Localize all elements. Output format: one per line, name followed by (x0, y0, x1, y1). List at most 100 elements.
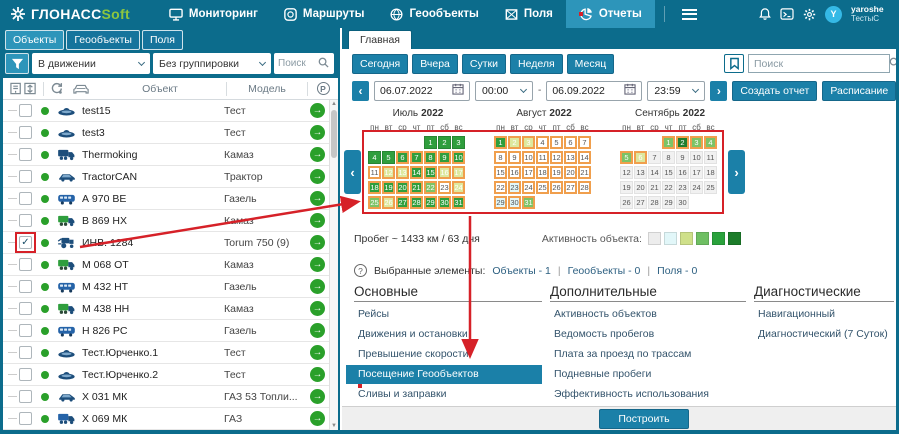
calendar-day[interactable]: 6 (634, 151, 647, 164)
calendar-day[interactable]: 7 (410, 151, 423, 164)
calendar-day[interactable]: 31 (452, 196, 465, 209)
time-from-select[interactable]: 00:00 (475, 80, 533, 101)
calendar-day[interactable]: 10 (690, 151, 703, 164)
vehicle-filter-icon[interactable] (68, 83, 94, 95)
calendar-day[interactable]: 19 (550, 166, 563, 179)
terminal-icon[interactable] (780, 8, 794, 20)
calendar-day[interactable]: 25 (704, 181, 717, 194)
calendar-day[interactable]: 14 (578, 151, 591, 164)
goto-object-button[interactable]: → (310, 257, 325, 272)
tab-main[interactable]: Главная (348, 30, 412, 49)
calendar-day[interactable]: 11 (704, 151, 717, 164)
calendar-day[interactable]: 12 (620, 166, 633, 179)
calendar-day[interactable]: 22 (494, 181, 507, 194)
objects-search[interactable] (274, 53, 334, 74)
object-row[interactable]: В 869 НХ Камаз → (3, 210, 338, 232)
object-checkbox[interactable] (19, 170, 32, 183)
reports-search-input[interactable] (754, 57, 889, 70)
calendar-day[interactable]: 1 (662, 136, 675, 149)
filter-icon[interactable] (5, 53, 29, 74)
calendar-day[interactable]: 9 (438, 151, 451, 164)
user-info[interactable]: yaroshe ТестыС (851, 5, 899, 23)
calendar-day[interactable]: 21 (648, 181, 661, 194)
calendar-day[interactable]: 2 (676, 136, 689, 149)
avatar[interactable]: Y (825, 5, 842, 23)
report-item[interactable]: Движения и остановки (358, 328, 468, 340)
calendar-day[interactable]: 1 (494, 136, 507, 149)
object-checkbox[interactable] (19, 258, 32, 271)
quick-range-button[interactable]: Сутки (461, 54, 507, 74)
time-to-select[interactable]: 23:59 (647, 80, 706, 101)
object-checkbox[interactable] (19, 346, 32, 359)
object-checkbox[interactable] (19, 214, 32, 227)
refresh-icon[interactable] (44, 82, 68, 95)
report-item[interactable]: Эффективность использования (554, 388, 709, 400)
build-button[interactable]: Построить (599, 408, 689, 429)
calendar-day[interactable]: 25 (368, 196, 381, 209)
calendar-day[interactable]: 29 (424, 196, 437, 209)
calendar-day[interactable]: 24 (522, 181, 535, 194)
quick-range-button[interactable]: Вчера (412, 54, 458, 74)
nav-reports[interactable]: Отчеты (565, 0, 655, 28)
scrollbar[interactable]: ▲ ▼ (329, 100, 338, 430)
columns-layout-icon[interactable] (3, 81, 43, 96)
calendar-day[interactable]: 19 (620, 181, 633, 194)
calendar-day[interactable]: 23 (676, 181, 689, 194)
goto-object-button[interactable]: → (310, 103, 325, 118)
object-row[interactable]: test3 Тест → (3, 122, 338, 144)
calendar-day[interactable]: 9 (508, 151, 521, 164)
calendar-day[interactable]: 29 (662, 196, 675, 209)
calendar-day[interactable]: 6 (564, 136, 577, 149)
calendar-day[interactable]: 16 (438, 166, 451, 179)
calendar-day[interactable]: 5 (620, 151, 633, 164)
calendar-day[interactable]: 3 (690, 136, 703, 149)
quick-range-button[interactable]: Месяц (566, 54, 615, 74)
calendar-day[interactable]: 30 (676, 196, 689, 209)
calendar-day[interactable]: 12 (382, 166, 395, 179)
calendar-day[interactable]: 4 (368, 151, 381, 164)
calendar-day[interactable]: 28 (648, 196, 661, 209)
object-checkbox[interactable] (19, 126, 32, 139)
calendar-day[interactable]: 21 (410, 181, 423, 194)
goto-object-button[interactable]: → (310, 301, 325, 316)
quick-range-button[interactable]: Сегодня (352, 54, 409, 74)
calendar-day[interactable]: 17 (522, 166, 535, 179)
object-checkbox[interactable] (19, 104, 32, 117)
period-prev-button[interactable]: ‹ (352, 80, 369, 101)
object-checkbox[interactable]: ✓ (19, 236, 32, 249)
calendar-day[interactable]: 9 (676, 151, 689, 164)
calendar-day[interactable]: 7 (578, 136, 591, 149)
report-item[interactable]: Подневные пробеги (554, 368, 652, 380)
object-row[interactable]: test15 Тест → (3, 100, 338, 122)
calendar-day[interactable]: 27 (564, 181, 577, 194)
object-row[interactable]: Тест.Юрченко.2 Тест → (3, 364, 338, 386)
reports-search[interactable] (748, 54, 899, 73)
calendar-day[interactable]: 4 (536, 136, 549, 149)
calendar-day[interactable]: 14 (410, 166, 423, 179)
calendar-next-button[interactable]: › (728, 150, 745, 194)
object-row[interactable]: TractorCAN Трактор → (3, 166, 338, 188)
calendar-day[interactable]: 23 (508, 181, 521, 194)
object-row[interactable]: Х 069 МК ГАЗ → (3, 408, 338, 430)
calendar-day[interactable]: 27 (396, 196, 409, 209)
quick-range-button[interactable]: Неделя (510, 54, 563, 74)
calendar-day[interactable]: 20 (564, 166, 577, 179)
goto-object-button[interactable]: → (310, 235, 325, 250)
logo[interactable]: ГЛОНАССSoft (10, 6, 130, 22)
calendar-day[interactable]: 24 (690, 181, 703, 194)
calendar-day[interactable]: 6 (396, 151, 409, 164)
calendar-day[interactable]: 13 (564, 151, 577, 164)
goto-object-button[interactable]: → (310, 125, 325, 140)
question-icon[interactable]: ? (354, 264, 367, 277)
calendar-day[interactable]: 3 (522, 136, 535, 149)
report-item[interactable]: Ведомость пробегов (554, 328, 655, 340)
column-object[interactable]: Объект (142, 82, 178, 95)
report-item[interactable]: Диагностический (7 Суток) (758, 328, 888, 340)
goto-object-button[interactable]: → (310, 147, 325, 162)
calendar-day[interactable]: 31 (522, 196, 535, 209)
create-report-button[interactable]: Создать отчет (732, 80, 818, 101)
menu-icon[interactable] (674, 8, 705, 20)
calendar-day[interactable]: 5 (550, 136, 563, 149)
scroll-thumb[interactable] (331, 110, 337, 158)
scroll-up-icon[interactable]: ▲ (331, 101, 337, 107)
